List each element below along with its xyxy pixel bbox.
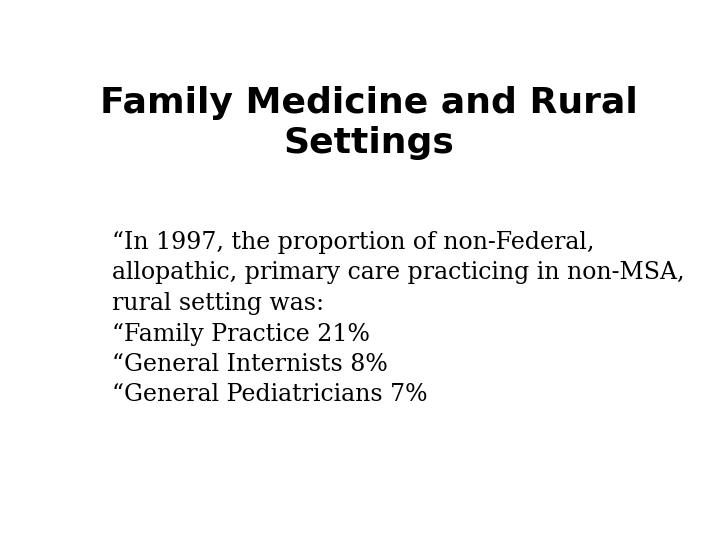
Text: Family Medicine and Rural
Settings: Family Medicine and Rural Settings — [100, 85, 638, 160]
Text: “In 1997, the proportion of non-Federal,
allopathic, primary care practicing in : “In 1997, the proportion of non-Federal,… — [112, 231, 685, 314]
Text: “Family Practice 21%
“General Internists 8%
“General Pediatricians 7%: “Family Practice 21% “General Internists… — [112, 322, 428, 406]
